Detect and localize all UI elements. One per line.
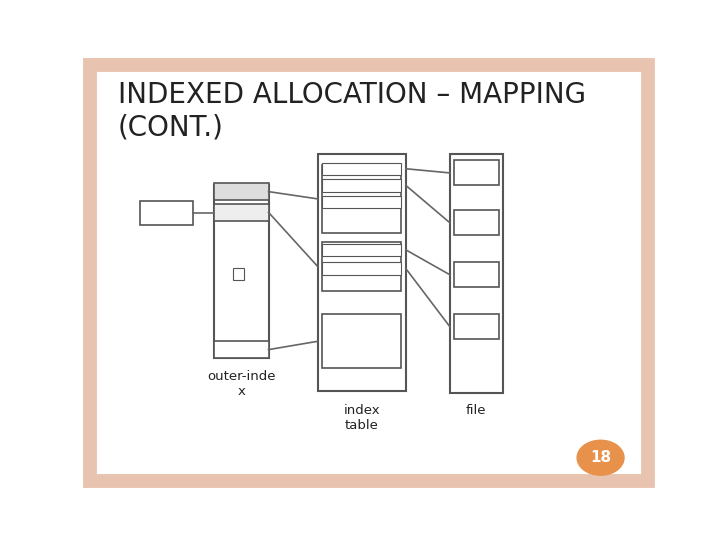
Bar (454, 160, 499, 185)
Bar (454, 211, 499, 235)
Bar (450, 154, 503, 393)
Bar (140, 201, 193, 225)
Bar (322, 163, 401, 175)
Text: outer-inde
x: outer-inde x (207, 370, 276, 399)
Bar (322, 244, 401, 256)
Bar (322, 314, 401, 368)
Bar (214, 204, 269, 221)
Text: file: file (466, 404, 487, 417)
Text: index
table: index table (343, 404, 380, 431)
Bar (233, 268, 244, 280)
Circle shape (577, 440, 624, 475)
Bar (214, 183, 269, 200)
Bar (322, 179, 401, 192)
Bar (214, 185, 269, 358)
Bar (322, 262, 401, 275)
Bar (318, 154, 406, 391)
Bar (454, 314, 499, 339)
Bar (214, 341, 269, 358)
Bar (322, 241, 401, 292)
Text: INDEXED ALLOCATION – MAPPING
(CONT.): INDEXED ALLOCATION – MAPPING (CONT.) (118, 82, 586, 142)
Bar (322, 196, 401, 208)
Bar (454, 262, 499, 287)
Text: 18: 18 (590, 450, 611, 465)
Bar (322, 165, 401, 233)
